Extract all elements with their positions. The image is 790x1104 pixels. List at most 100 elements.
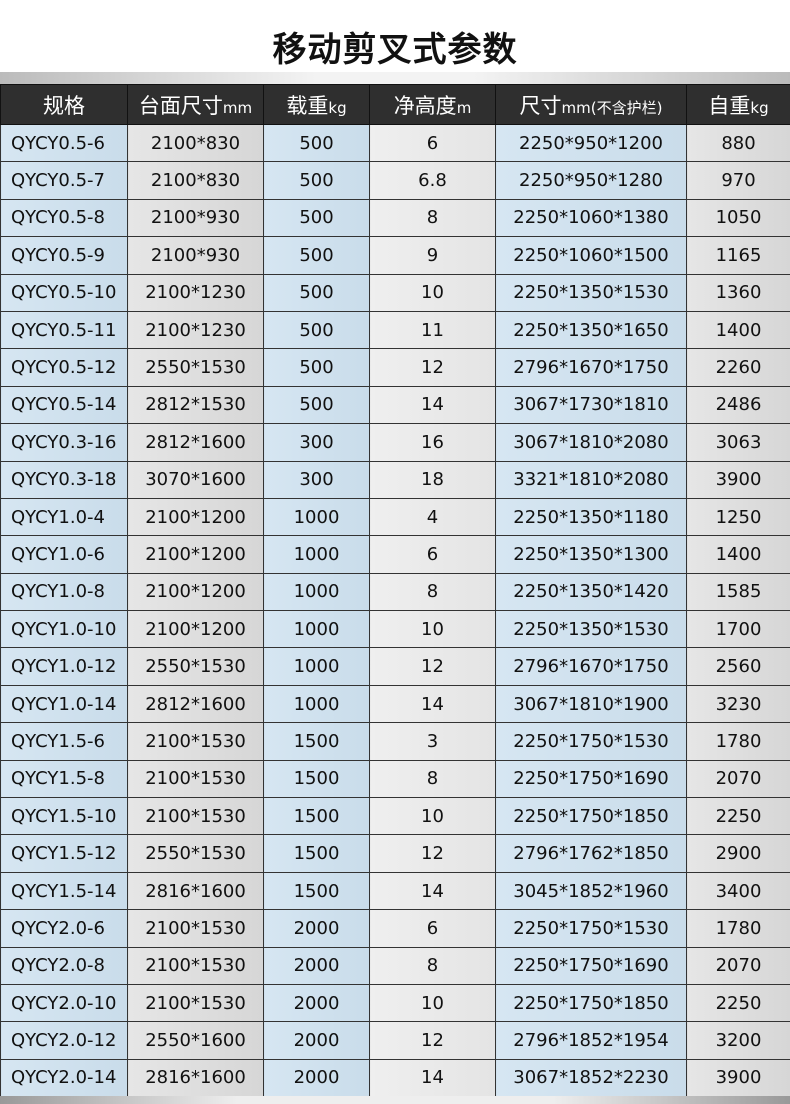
cell-load: 500 [263, 273, 370, 312]
column-header-model: 规格 [0, 84, 128, 125]
table-row: QYCY1.0-14 2812*1600 1000 14 3067*1810*1900 3… [0, 684, 790, 724]
cell-dimensions: 2250*1350*1420 [495, 572, 687, 612]
cell-height: 6.8 [369, 161, 496, 200]
cell-platform-size: 3070*1600 [127, 460, 264, 499]
cell-weight: 1360 [686, 273, 790, 312]
column-header-load: 载重kg [263, 84, 370, 125]
cell-height: 10 [369, 797, 496, 836]
cell-height: 6 [369, 123, 496, 163]
cell-height: 8 [369, 198, 496, 238]
cell-model: QYCY1.5-12 [0, 834, 128, 873]
cell-model: QYCY1.5-10 [0, 797, 128, 836]
table-row: QYCY1.0-10 2100*1200 1000 10 2250*1350*1530 1… [0, 610, 790, 649]
cell-height: 14 [369, 684, 496, 724]
cell-platform-size: 2550*1530 [127, 647, 264, 686]
cell-dimensions: 2250*1350*1650 [495, 310, 687, 350]
cell-platform-size: 2100*930 [127, 236, 264, 275]
cell-load: 2000 [263, 946, 370, 985]
cell-weight: 3063 [686, 423, 790, 462]
cell-dimensions: 3045*1852*1960 [495, 871, 687, 911]
cell-platform-size: 2100*830 [127, 123, 264, 163]
column-label: 台面尺寸 [138, 93, 223, 118]
cell-load: 500 [263, 310, 370, 350]
cell-platform-size: 2100*1200 [127, 535, 264, 574]
column-label: 净高度 [393, 93, 457, 118]
cell-weight: 3200 [686, 1021, 790, 1060]
table-row: QYCY0.5-6 2100*830 500 6 2250*950*1200 880 [0, 123, 790, 163]
cell-height: 12 [369, 834, 496, 873]
cell-height: 12 [369, 647, 496, 686]
cell-dimensions: 2250*1750*1850 [495, 983, 687, 1023]
table-row: QYCY0.5-14 2812*1530 500 14 3067*1730*1810 24… [0, 385, 790, 425]
cell-model: QYCY1.0-10 [0, 610, 128, 649]
cell-load: 1500 [263, 759, 370, 799]
cell-load: 500 [263, 348, 370, 387]
table-row: QYCY1.0-4 2100*1200 1000 4 2250*1350*1180 125… [0, 497, 790, 537]
cell-load: 2000 [263, 1058, 370, 1098]
cell-weight: 1700 [686, 610, 790, 649]
cell-load: 1500 [263, 722, 370, 761]
cell-weight: 1250 [686, 497, 790, 537]
column-header-height: 净高度m [369, 84, 496, 125]
cell-dimensions: 2250*1350*1530 [495, 610, 687, 649]
column-unit: kg [328, 98, 347, 117]
cell-model: QYCY0.3-18 [0, 460, 128, 499]
cell-weight: 1585 [686, 572, 790, 612]
cell-model: QYCY1.5-14 [0, 871, 128, 911]
cell-model: QYCY2.0-14 [0, 1058, 128, 1098]
cell-load: 1000 [263, 647, 370, 686]
cell-platform-size: 2816*1600 [127, 871, 264, 911]
cell-load: 500 [263, 123, 370, 163]
cell-height: 12 [369, 348, 496, 387]
cell-platform-size: 2100*830 [127, 161, 264, 200]
title-divider [0, 72, 790, 84]
cell-height: 10 [369, 273, 496, 312]
cell-dimensions: 3321*1810*2080 [495, 460, 687, 499]
cell-load: 1500 [263, 797, 370, 836]
column-label: 自重 [708, 93, 751, 118]
table-row: QYCY0.3-18 3070*1600 300 18 3321*1810*2080 39… [0, 460, 790, 499]
page-title: 移动剪叉式参数 [272, 30, 518, 70]
cell-load: 500 [263, 161, 370, 200]
cell-weight: 2260 [686, 348, 790, 387]
cell-platform-size: 2100*1530 [127, 946, 264, 985]
cell-load: 500 [263, 385, 370, 425]
cell-load: 2000 [263, 909, 370, 948]
cell-platform-size: 2100*1200 [127, 572, 264, 612]
cell-weight: 2900 [686, 834, 790, 873]
cell-platform-size: 2100*1200 [127, 497, 264, 537]
cell-load: 300 [263, 460, 370, 499]
cell-height: 8 [369, 759, 496, 799]
cell-platform-size: 2812*1600 [127, 423, 264, 462]
cell-height: 4 [369, 497, 496, 537]
cell-dimensions: 3067*1852*2230 [495, 1058, 687, 1098]
cell-height: 11 [369, 310, 496, 350]
cell-weight: 970 [686, 161, 790, 200]
cell-dimensions: 2250*1060*1380 [495, 198, 687, 238]
table-row: QYCY1.5-8 2100*1530 1500 8 2250*1750*1690 207… [0, 759, 790, 799]
cell-load: 1000 [263, 497, 370, 537]
table-row: QYCY0.5-11 2100*1230 500 11 2250*1350*1650 14… [0, 310, 790, 350]
column-unit: mm(不含护栏) [561, 98, 663, 117]
cell-load: 1000 [263, 610, 370, 649]
cell-model: QYCY0.3-16 [0, 423, 128, 462]
spec-table: 规格 台面尺寸mm 载重kg 净高度m 尺寸mm(不含护栏) 自重kg QYCY0.5-6… [0, 84, 790, 1098]
cell-dimensions: 2250*1750*1530 [495, 722, 687, 761]
cell-model: QYCY1.0-8 [0, 572, 128, 612]
cell-model: QYCY0.5-10 [0, 273, 128, 312]
table-row: QYCY2.0-14 2816*1600 2000 14 3067*1852*2230 3… [0, 1058, 790, 1098]
cell-model: QYCY0.5-6 [0, 123, 128, 163]
column-header-platform-size: 台面尺寸mm [127, 84, 264, 125]
cell-height: 3 [369, 722, 496, 761]
column-label: 规格 [43, 93, 85, 118]
cell-weight: 3400 [686, 871, 790, 911]
cell-platform-size: 2100*1200 [127, 610, 264, 649]
cell-height: 8 [369, 572, 496, 612]
cell-platform-size: 2816*1600 [127, 1058, 264, 1098]
cell-model: QYCY2.0-12 [0, 1021, 128, 1060]
table-row: QYCY0.5-7 2100*830 500 6.8 2250*950*1280 970 [0, 161, 790, 200]
cell-dimensions: 2250*1750*1690 [495, 759, 687, 799]
cell-dimensions: 3067*1810*1900 [495, 684, 687, 724]
cell-load: 1000 [263, 684, 370, 724]
table-row: QYCY0.5-12 2550*1530 500 12 2796*1670*1750 22… [0, 348, 790, 387]
